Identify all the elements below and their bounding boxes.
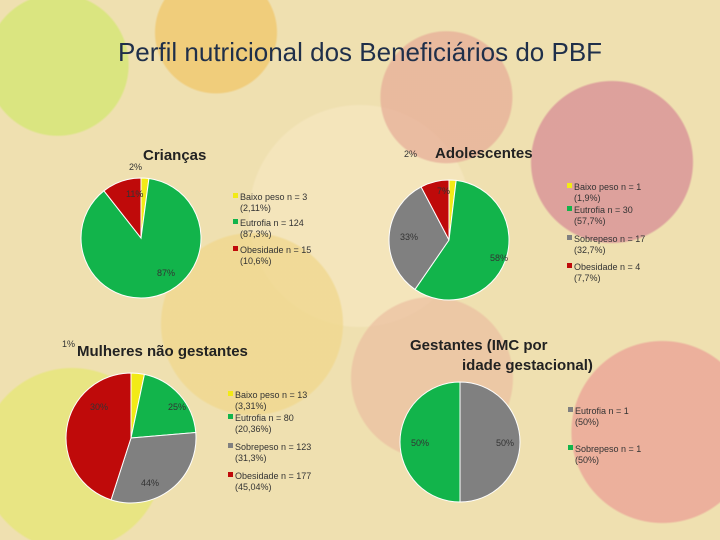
slice-label: 2%	[129, 162, 142, 172]
legend-entry: Obesidade n = 4 (7,7%)	[574, 262, 640, 283]
slice-label: 11%	[126, 189, 143, 199]
chart-title: Mulheres não gestantes	[77, 343, 248, 360]
slice-label: 50%	[411, 438, 429, 448]
legend-swatch	[568, 445, 573, 450]
legend-swatch	[233, 246, 238, 251]
pie-slice	[420, 179, 450, 241]
legend-entry: Obesidade n = 15 (10,6%)	[240, 245, 311, 266]
page-title: Perfil nutricional dos Beneficiários do …	[117, 37, 603, 67]
slice-label: 58%	[490, 253, 508, 263]
legend-swatch	[233, 193, 238, 198]
slice-label: 7%	[437, 186, 450, 196]
pie-chart-4: Gestantes (IMC por idade gestacional) 50% E…	[399, 337, 641, 503]
legend-swatch	[228, 414, 233, 419]
legend-swatch	[567, 183, 572, 188]
legend-entry: Eutrofia n = 30 (57,7%)	[574, 205, 633, 226]
slice-label: 25%	[168, 402, 186, 412]
legend-swatch	[567, 206, 572, 211]
pie-slice	[414, 179, 510, 301]
slice-label: 50%	[496, 438, 514, 448]
legend-swatch	[567, 263, 572, 268]
pie-slice	[65, 372, 132, 501]
pie-slice	[110, 432, 197, 504]
chart-title: Gestantes (IMC por idade gestacional)	[410, 337, 593, 374]
legend-swatch	[228, 472, 233, 477]
slice-label: 1%	[62, 339, 75, 349]
legend-swatch	[567, 235, 572, 240]
pie-slice	[399, 381, 461, 503]
pie-slice	[103, 177, 142, 240]
legend-swatch	[233, 219, 238, 224]
legend-entry: Sobrepeso n = 1 (50%)	[575, 444, 641, 465]
legend-entry: Sobrepeso n = 123 (31,3%)	[235, 442, 311, 463]
legend-swatch	[568, 407, 573, 412]
legend-entry: Baixo peso n = 1 (1,9%)	[574, 182, 641, 203]
slice-label: 44%	[141, 478, 159, 488]
legend-swatch	[228, 443, 233, 448]
pie-chart-2: Adolescentes 2% Baixo peso n = 1 (1,9%) 58% E…	[388, 145, 645, 301]
slice-label: 2%	[404, 149, 417, 159]
legend-entry: Eutrofia n = 124 (87,3%)	[240, 218, 304, 239]
slice-label: 30%	[90, 402, 108, 412]
chart-title: Adolescentes	[435, 145, 533, 162]
pie-slice	[130, 373, 197, 439]
pie-slice	[459, 381, 521, 503]
legend-entry: Baixo peso n = 3 (2,11%)	[240, 192, 307, 213]
slice-label: 33%	[400, 232, 418, 242]
legend-entry: Baixo peso n = 13 (3,31%)	[235, 390, 307, 411]
legend-entry: Eutrofia n = 1 (50%)	[575, 406, 629, 427]
legend-swatch	[228, 391, 233, 396]
slice-label: 87%	[157, 268, 175, 278]
legend-entry: Eutrofia n = 80 (20,36%)	[235, 413, 294, 434]
legend-entry: Obesidade n = 177 (45,04%)	[235, 471, 311, 492]
legend-entry: Sobrepeso n = 17 (32,7%)	[574, 234, 645, 255]
chart-title: Crianças	[143, 147, 206, 164]
